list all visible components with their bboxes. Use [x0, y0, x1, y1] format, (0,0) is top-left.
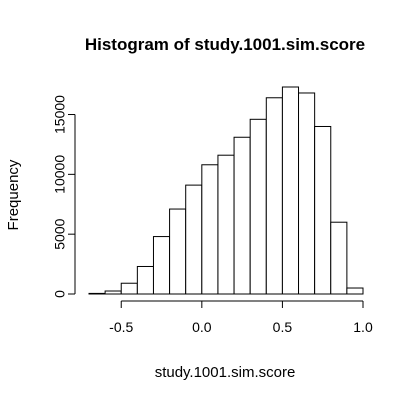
x-tick-label: 0.5: [273, 319, 293, 335]
histogram-bar-2: [120, 282, 138, 295]
histogram-bar-0: [88, 292, 106, 295]
chart-title: Histogram of study.1001.sim.score: [85, 35, 365, 54]
histogram-bar-7: [201, 164, 219, 295]
histogram-bar-10: [249, 118, 267, 295]
histogram-bar-14: [314, 125, 332, 295]
histogram-bar-15: [330, 221, 348, 295]
y-tick-label: 15000: [52, 95, 68, 134]
histogram-bar-6: [185, 184, 203, 295]
histogram-bar-3: [136, 265, 154, 295]
histogram-bar-12: [281, 86, 300, 295]
y-tick-label: 5000: [52, 218, 68, 249]
histogram-bar-1: [104, 290, 122, 295]
y-axis: 0 5000 10000 15000: [52, 95, 76, 298]
histogram-bar-9: [233, 136, 251, 295]
histogram-bar-4: [152, 236, 171, 295]
y-axis-label: Frequency: [5, 159, 22, 230]
histogram-bar-11: [265, 97, 283, 295]
bars-group: [88, 86, 364, 295]
y-tick-label: 0: [52, 290, 68, 298]
x-axis-label: study.1001.sim.score: [155, 364, 296, 381]
y-tick-label: 10000: [52, 155, 68, 194]
histogram-bar-13: [298, 92, 316, 295]
histogram-bar-5: [169, 208, 187, 295]
histogram-bar-8: [217, 154, 235, 295]
x-tick-label: -0.5: [109, 319, 133, 335]
x-axis: -0.5 0.0 0.5 1.0: [109, 300, 373, 335]
x-tick-label: 0.0: [192, 319, 212, 335]
histogram-bar-16: [346, 287, 364, 295]
x-tick-label: 1.0: [353, 319, 373, 335]
